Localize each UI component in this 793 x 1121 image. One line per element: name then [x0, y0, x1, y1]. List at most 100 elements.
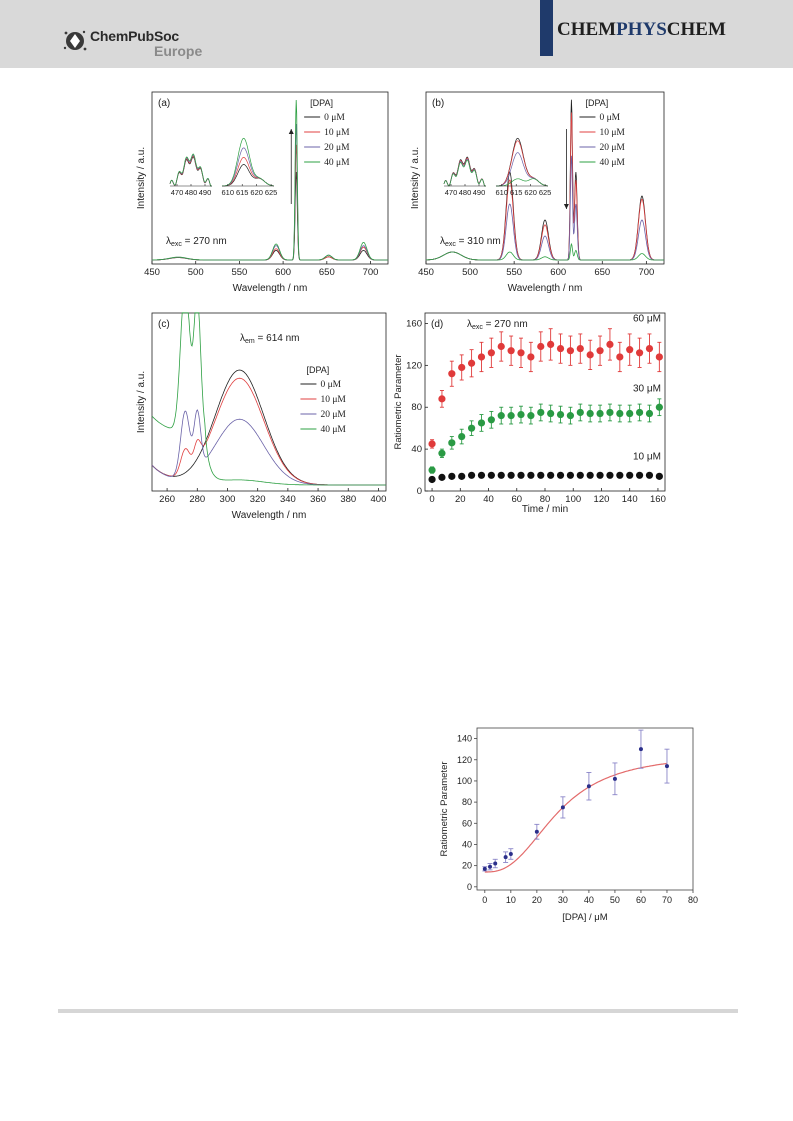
- data-point: [645, 409, 654, 418]
- data-point: [635, 408, 644, 417]
- data-point: [507, 412, 515, 420]
- footer-divider: [58, 1009, 738, 1013]
- data-point: [497, 471, 505, 479]
- inset-ytick-label: 120: [457, 755, 472, 765]
- data-point: [586, 409, 594, 418]
- journal-name-left: CHEM: [557, 19, 617, 40]
- panel-c-xtick-label: 260: [159, 494, 175, 505]
- panel-c-frame: [151, 312, 387, 492]
- panel-d-frame: [424, 312, 666, 492]
- panel-c-xtick-label: 280: [189, 494, 205, 505]
- data-point: [493, 861, 498, 866]
- panel-a-xtick-label: 700: [363, 267, 379, 278]
- panel-c-xtick-label: 400: [371, 494, 387, 505]
- legend-label: 10 μM: [599, 128, 625, 138]
- inset-xtick-label: 80: [688, 895, 698, 905]
- data-point: [537, 471, 545, 479]
- panel-a-ylabel: Intensity / a.u.: [136, 147, 147, 209]
- data-point: [576, 408, 584, 417]
- inset-xtick-label: 70: [662, 895, 672, 905]
- data-point: [487, 349, 495, 357]
- series-line-3: [426, 242, 664, 261]
- panel-d-xtick-label: 80: [540, 494, 551, 505]
- data-point: [586, 784, 591, 789]
- data-point: [448, 472, 456, 480]
- panel-d-xtick-label: 20: [455, 494, 466, 505]
- inset-xtick-label: 20: [532, 895, 542, 905]
- panel-d-xtick-label: 120: [594, 494, 610, 505]
- inset-ylabel: Ratiometric Parameter: [439, 761, 450, 856]
- inset-line-1-2: [221, 147, 274, 187]
- data-point: [438, 473, 446, 481]
- panel-d-label: (d): [431, 319, 443, 330]
- data-point: [534, 829, 539, 834]
- data-point: [507, 471, 515, 479]
- inset-line-1-1: [495, 140, 548, 187]
- panel-a-xtick-label: 650: [319, 267, 335, 278]
- data-point: [586, 471, 594, 479]
- inset-xtick-label: 480: [185, 188, 198, 197]
- panel-a: 450 500 550 600 650 700 Wavelength / nm Intensi…: [136, 91, 389, 294]
- trend-arrow-head: [563, 204, 569, 209]
- panel-a-xtick-label: 550: [231, 267, 247, 278]
- data-point: [527, 353, 535, 361]
- data-point: [655, 472, 663, 480]
- panel-d-xtick-label: 40: [483, 494, 494, 505]
- inset-xtick-label: 615: [510, 188, 523, 197]
- inset-ytick-label: 100: [457, 776, 472, 786]
- panel-a-annotation: λexc = 270 nm: [166, 236, 227, 248]
- figure-dpa-titration: 0 20 40 60 80 100 120 140 0 10 20 30 40 50 60 70 80 [DPA]…: [439, 727, 698, 923]
- panel-c-label: (c): [158, 319, 170, 330]
- legend-label: 0 μM: [599, 113, 620, 123]
- data-point: [438, 449, 446, 457]
- inset-xtick-label: 10: [506, 895, 516, 905]
- panel-c-xtick-label: 360: [310, 494, 326, 505]
- data-point: [626, 471, 634, 479]
- panel-c-ylabel: Intensity / a.u.: [136, 371, 147, 433]
- panel-d-ytick-label: 80: [411, 402, 422, 413]
- data-point: [645, 345, 654, 353]
- data-point: [616, 409, 624, 418]
- inset-xtick-label: 625: [539, 188, 552, 197]
- legend-label: 0 μM: [320, 380, 341, 390]
- inset-xtick-label: 615: [236, 188, 249, 197]
- inset-xtick-label: 0: [482, 895, 487, 905]
- panel-a-xtick-label: 600: [275, 267, 291, 278]
- data-point: [626, 409, 634, 418]
- panel-d-xtick-label: 100: [565, 494, 581, 505]
- panel-a-xtick-label: 500: [188, 267, 204, 278]
- data-point: [560, 805, 565, 810]
- data-point: [655, 353, 663, 361]
- inset-xtick-label: 620: [250, 188, 263, 197]
- data-point: [596, 471, 604, 479]
- data-point: [487, 471, 495, 479]
- data-point: [503, 855, 508, 860]
- data-point: [458, 363, 466, 372]
- data-point: [428, 440, 436, 448]
- page-header: ChemPubSoc Europe CHEMPHYSCHEM: [0, 0, 793, 68]
- data-point: [556, 471, 565, 479]
- legend-label: 40 μM: [320, 425, 346, 435]
- panel-d-xtick-label: 0: [429, 494, 434, 505]
- inset-line-1-3: [496, 178, 548, 187]
- panel-b-xtick-label: 700: [638, 267, 654, 278]
- inset-xlabel: [DPA] / μM: [562, 912, 607, 923]
- panel-b-xtick-label: 650: [594, 267, 610, 278]
- journal-name-mid: PHYS: [616, 19, 667, 40]
- panel-b-frame: [425, 91, 665, 265]
- inset-xtick-label: 40: [584, 895, 594, 905]
- inset-xtick-label: 470: [171, 188, 184, 197]
- series-label: 10 μM: [633, 452, 661, 463]
- panel-c-xtick-label: 320: [250, 494, 266, 505]
- data-point: [482, 866, 487, 871]
- data-point: [508, 852, 513, 856]
- publisher-subtitle: Europe: [154, 43, 203, 59]
- data-point: [467, 471, 476, 479]
- inset-xtick-label: 490: [473, 188, 486, 197]
- panel-d: 0 40 80 120 160 0 20 40 60 80 100 120 140 160 60 μM 30 …: [393, 312, 666, 515]
- inset-line-1-1: [222, 157, 274, 187]
- journal-name-right: CHEM: [666, 19, 726, 40]
- series-line-1: [151, 377, 386, 486]
- data-point: [497, 342, 505, 351]
